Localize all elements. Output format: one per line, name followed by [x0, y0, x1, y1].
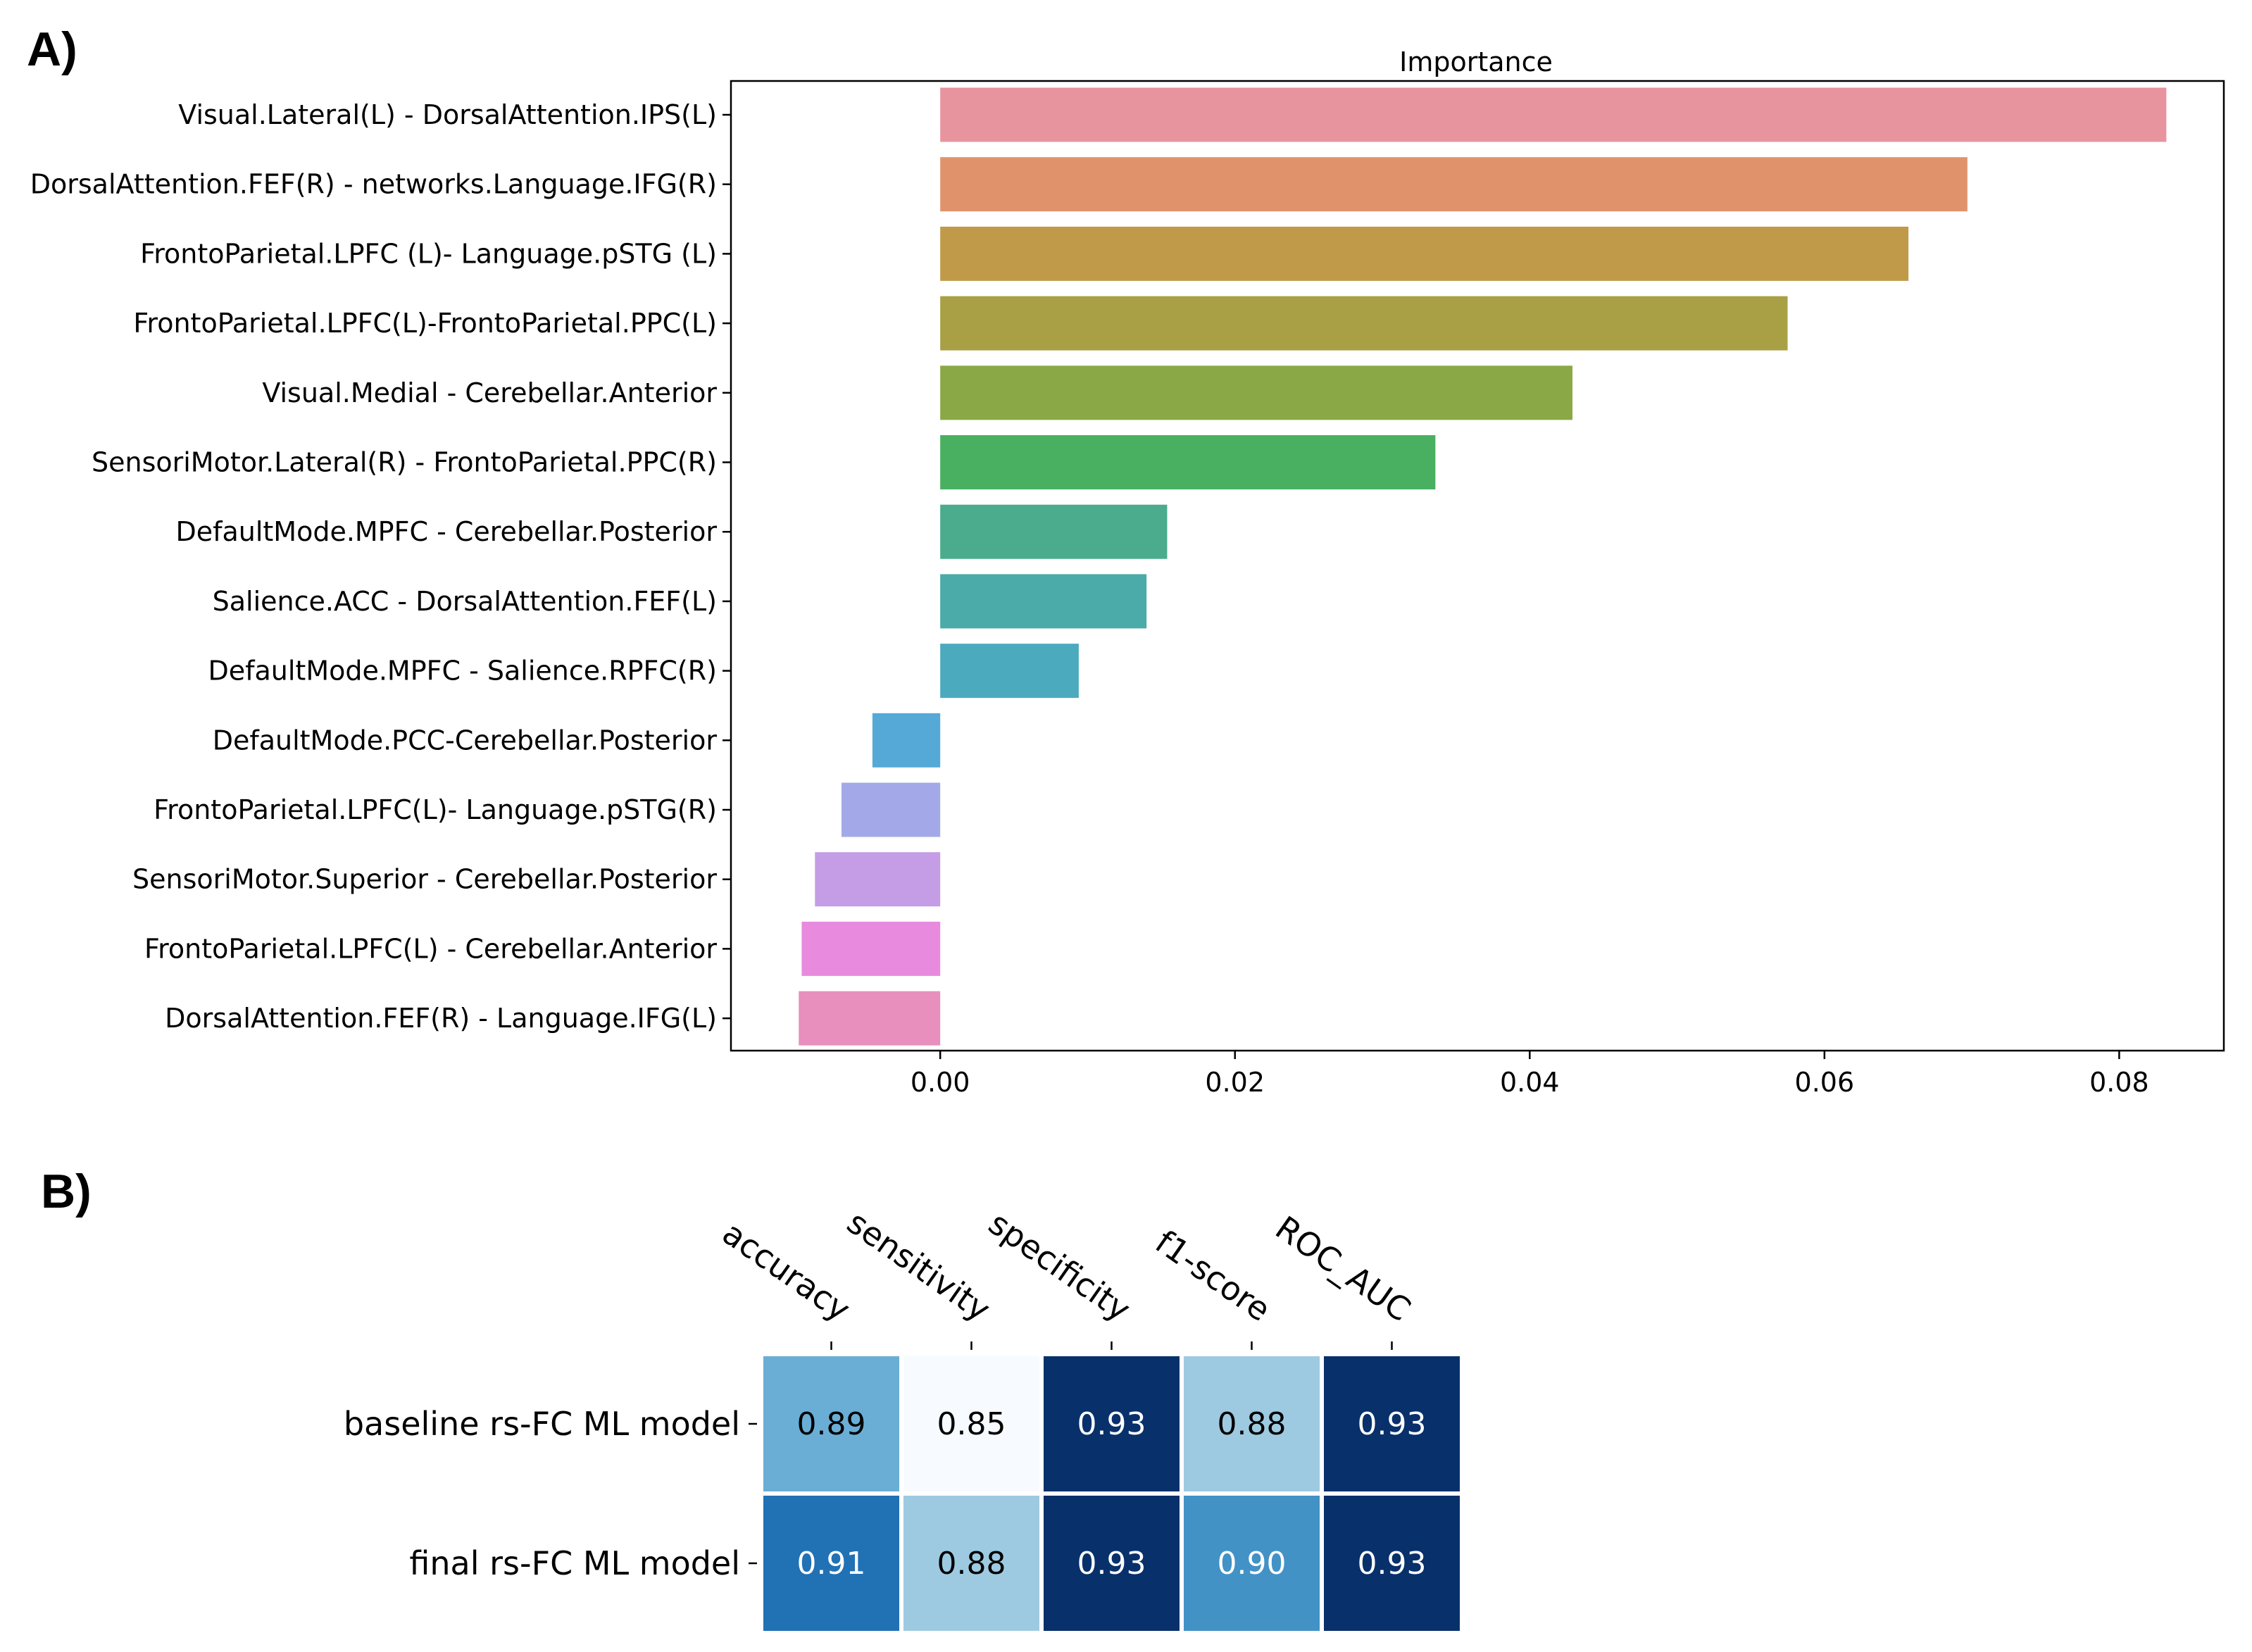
heatmap-cell [1184, 1496, 1320, 1631]
column-label: f1-score [1149, 1222, 1277, 1329]
panel-b-label: B) [41, 1165, 92, 1218]
heatmap-cell [1184, 1356, 1320, 1491]
heatmap-cell [1044, 1496, 1180, 1631]
heatmap-cell-value: 0.88 [937, 1546, 1006, 1582]
bar-5 [940, 435, 1436, 489]
bar-1 [940, 157, 1968, 212]
y-tick-label: DefaultMode.MPFC - Cerebellar.Posterior [175, 516, 717, 547]
y-tick-label: Visual.Lateral(L) - DorsalAttention.IPS(… [178, 99, 717, 130]
heatmap-cell [1324, 1496, 1460, 1631]
y-tick-label: FrontoParietal.LPFC(L)-FrontoParietal.PP… [133, 308, 717, 339]
x-tick-label: 0.04 [1500, 1067, 1560, 1098]
bar-3 [940, 296, 1788, 351]
heatmap-cell-value: 0.88 [1218, 1406, 1287, 1442]
row-label: final rs-FC ML model [409, 1544, 740, 1582]
column-label: accuracy [715, 1214, 857, 1329]
y-tick-label: DorsalAttention.FEF(R) - networks.Langua… [30, 169, 717, 200]
y-tick-label: DorsalAttention.FEF(R) - Language.IFG(L) [165, 1003, 717, 1034]
bar-0 [940, 87, 2167, 142]
bar-10 [841, 782, 941, 837]
bar-2 [940, 226, 1909, 281]
heatmap-cell [763, 1356, 899, 1491]
heatmap-cell [903, 1356, 1039, 1491]
column-label: specificity [982, 1204, 1137, 1329]
bar-11 [815, 852, 941, 907]
y-tick-label: DefaultMode.PCC-Cerebellar.Posterior [213, 725, 718, 756]
x-tick-label: 0.06 [1795, 1067, 1855, 1098]
bar-8 [940, 644, 1079, 699]
bar-9 [872, 713, 941, 768]
heatmap-cell-value: 0.91 [797, 1546, 866, 1582]
y-tick-label: FrontoParietal.LPFC(L)- Language.pSTG(R) [154, 794, 717, 825]
y-tick-label: DefaultMode.MPFC - Salience.RPFC(R) [208, 656, 717, 687]
metrics-heatmap: 0.89 0.85 0.93 0.88 0.93 0.91 0.88 0.93 0.90 0.93… [344, 1203, 1460, 1631]
heatmap-cell-value: 0.89 [797, 1406, 866, 1442]
y-tick-label: SensoriMotor.Superior - Cerebellar.Poste… [132, 864, 717, 895]
y-tick-label: Salience.ACC - DorsalAttention.FEF(L) [213, 586, 717, 617]
heatmap-cell-value: 0.93 [1077, 1546, 1146, 1582]
heatmap-cell-value: 0.85 [937, 1406, 1006, 1442]
heatmap-cell-value: 0.90 [1218, 1546, 1287, 1582]
bar-7 [940, 574, 1147, 629]
heatmap-cell [763, 1496, 899, 1631]
panel-a-label: A) [27, 23, 77, 76]
x-tick-label: 0.08 [2089, 1067, 2149, 1098]
heatmap-cell-value: 0.93 [1358, 1546, 1427, 1582]
bar-13 [799, 991, 941, 1046]
column-label: sensitivity [840, 1203, 997, 1329]
heatmap-cell-value: 0.93 [1358, 1406, 1427, 1442]
y-tick-label: Visual.Medial - Cerebellar.Anterior [262, 377, 717, 408]
y-tick-label: SensoriMotor.Lateral(R) - FrontoParietal… [92, 447, 717, 478]
column-label: ROC_AUC [1269, 1208, 1418, 1329]
bar-12 [801, 921, 941, 976]
x-tick-label: 0.00 [911, 1067, 970, 1098]
row-label: baseline rs-FC ML model [344, 1405, 740, 1443]
heatmap-cell [903, 1496, 1039, 1631]
bar-6 [940, 504, 1168, 559]
heatmap-cell [1324, 1356, 1460, 1491]
plot-frame [730, 80, 2225, 1052]
heatmap-cell-value: 0.93 [1077, 1406, 1146, 1442]
bar-4 [940, 365, 1572, 420]
chart-title: Importance [1399, 46, 1553, 77]
x-tick-label: 0.02 [1205, 1067, 1265, 1098]
y-tick-label: FrontoParietal.LPFC(L) - Cerebellar.Ante… [144, 933, 717, 964]
importance-bar-chart: Importance Visual.Lateral(L) - DorsalAtt… [30, 46, 2225, 1098]
heatmap-cell [1044, 1356, 1180, 1491]
y-tick-label: FrontoParietal.LPFC (L)- Language.pSTG (… [140, 238, 717, 269]
